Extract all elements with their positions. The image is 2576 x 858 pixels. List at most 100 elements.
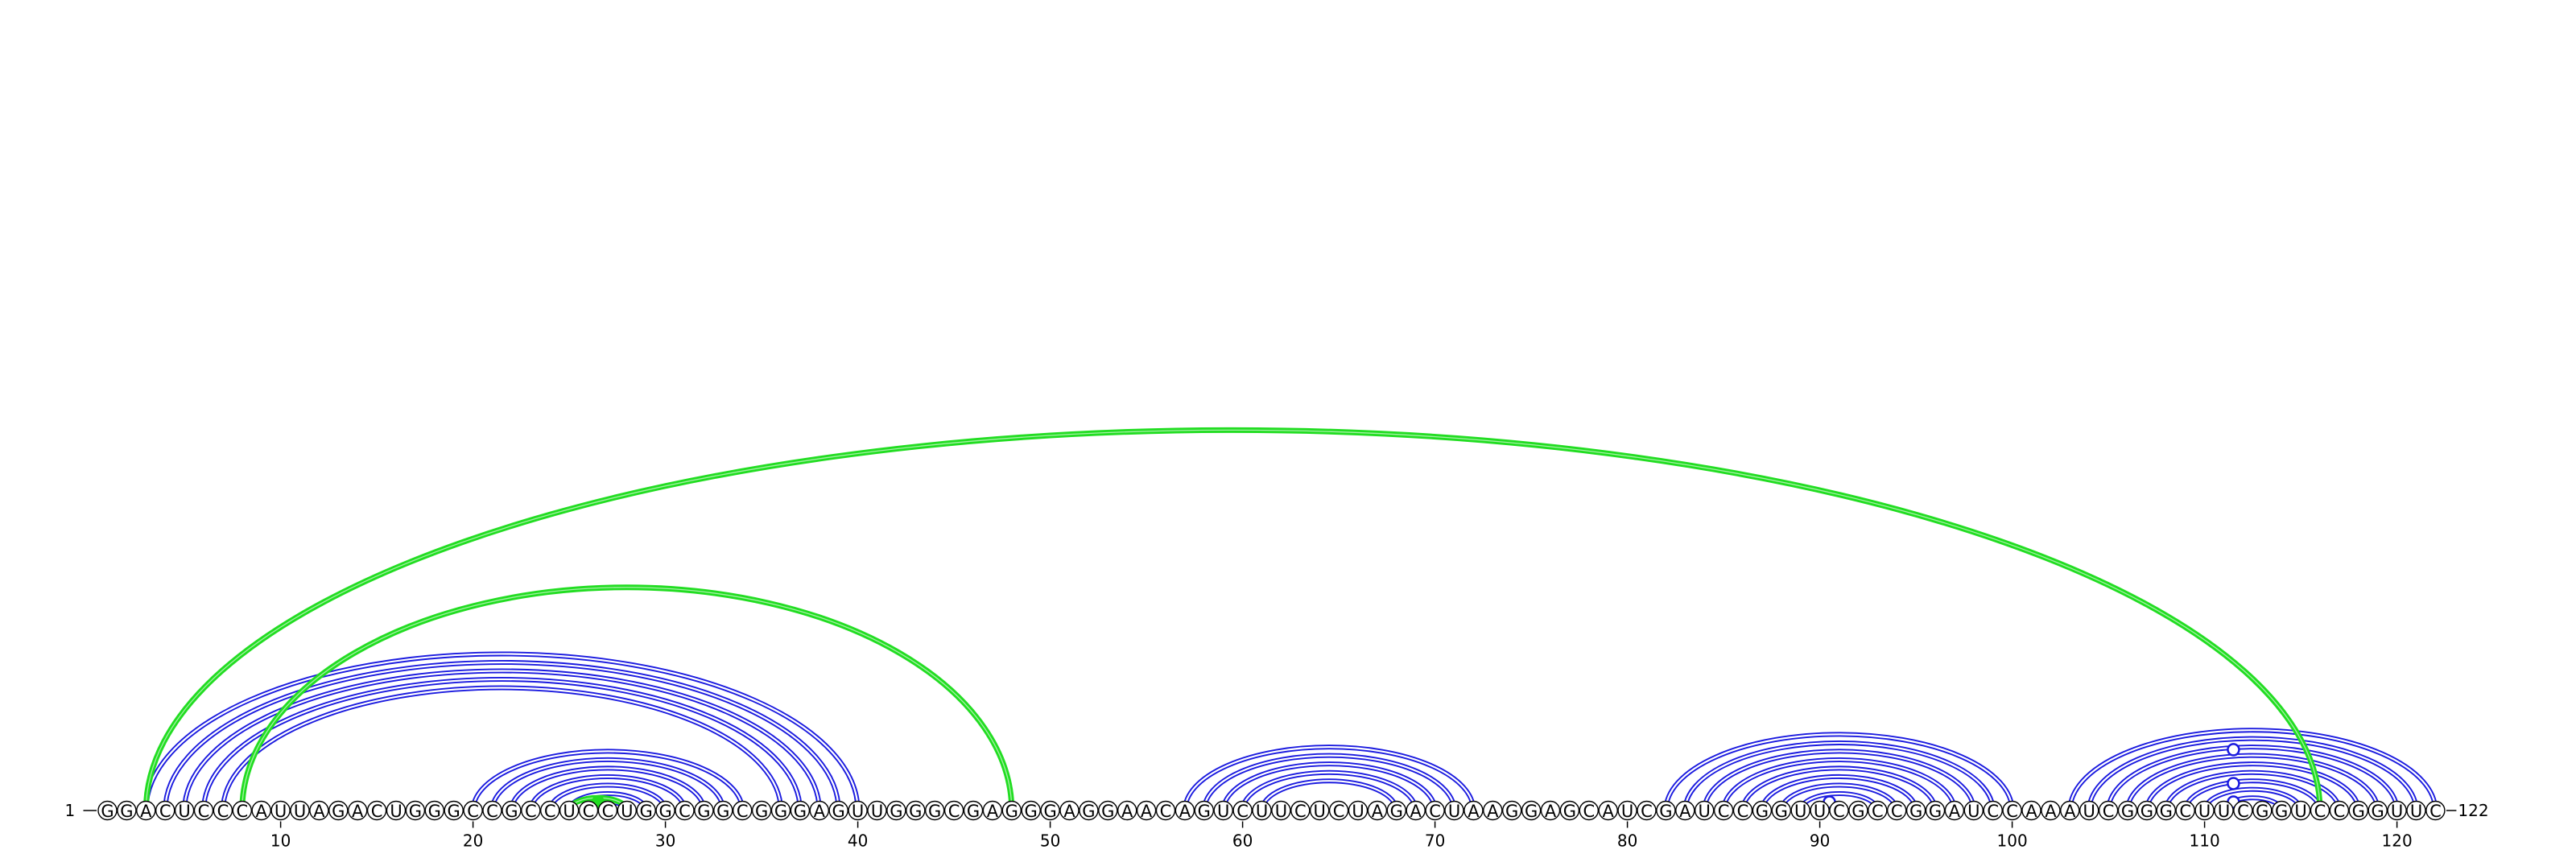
nucleotide-letter: U <box>2083 802 2095 821</box>
nucleotide-letter: G <box>1659 802 1672 821</box>
nucleotide-letter: G <box>1025 802 1038 821</box>
nucleotide-letter: U <box>621 802 633 821</box>
nucleotide-letter: G <box>755 802 768 821</box>
axis-tick-label: 60 <box>1232 831 1253 851</box>
nucleotide-letter: G <box>1043 802 1056 821</box>
nucleotide-90: U <box>1810 800 1830 821</box>
nucleotide-letter: C <box>1294 802 1307 821</box>
nucleotide-letter: A <box>1179 802 1191 821</box>
helix-5-arc <box>2087 736 2419 811</box>
nucleotide-35: G <box>751 800 772 821</box>
nucleotide-62: U <box>1271 800 1291 821</box>
nucleotide-letter: U <box>1814 802 1826 821</box>
helix-5-arc <box>2182 778 2322 811</box>
nucleotide-letter: G <box>909 802 922 821</box>
helix-5-arc <box>2163 769 2342 811</box>
nucleotide-letter: A <box>1487 802 1499 821</box>
nucleotide-letter: C <box>602 802 614 821</box>
helix-2-arc <box>528 773 687 811</box>
nucleotide-112: C <box>2233 800 2253 821</box>
nucleotide-117: C <box>2329 800 2350 821</box>
axis-tick-label: 100 <box>1997 831 2028 851</box>
nucleotide-letter: G <box>1929 802 1942 821</box>
nucleotide-letter: U <box>1256 802 1268 821</box>
nucleotide-letter: U <box>390 802 402 821</box>
nucleotide-letter: G <box>1852 802 1864 821</box>
nucleotide-9: A <box>251 800 271 821</box>
nucleotide-letter: G <box>332 802 345 821</box>
nucleotide-letter: G <box>1525 802 1538 821</box>
helix-1-arc <box>143 651 861 811</box>
nucleotide-letter: C <box>2179 802 2191 821</box>
nucleotide-letter: U <box>1217 802 1229 821</box>
nucleotide-letter: U <box>2410 802 2422 821</box>
helix-5-arc <box>2067 728 2438 811</box>
nucleotide-47: A <box>982 800 1003 821</box>
nucleotide-letter: A <box>1949 802 1961 821</box>
nucleotide-letter: G <box>1756 802 1769 821</box>
nucleotide-64: U <box>1309 800 1330 821</box>
nucleotide-letter: G <box>2160 802 2173 821</box>
nucleotide-letter: G <box>1198 802 1211 821</box>
axis-tick-label: 50 <box>1040 831 1060 851</box>
helix-3-arc <box>1220 761 1438 811</box>
nucleotide-73: A <box>1483 800 1503 821</box>
nucleotide-4: C <box>155 800 175 821</box>
nucleotide-letter: A <box>1603 802 1615 821</box>
nucleotide-letter: A <box>256 802 268 821</box>
nucleotide-letter: C <box>159 802 171 821</box>
helix-4-arc <box>1759 773 1919 811</box>
helix-4-arc <box>1682 740 1996 811</box>
nucleotide-89: U <box>1790 800 1810 821</box>
nucleotide-100: C <box>2002 800 2022 821</box>
nucleotide-24: C <box>540 800 560 821</box>
nucleotide-letter: A <box>1121 802 1133 821</box>
nucleotide-letter: C <box>217 802 229 821</box>
nucleotide-letter: A <box>1372 802 1384 821</box>
nucleotide-letter: C <box>1833 802 1845 821</box>
nucleotide-95: G <box>1905 800 1926 821</box>
nucleotide-75: G <box>1521 800 1542 821</box>
nucleotide-110: U <box>2194 800 2215 821</box>
helix-5-arc <box>2202 786 2304 811</box>
nucleotide-letter: C <box>1333 802 1345 821</box>
arc-marker-5 <box>2227 743 2240 757</box>
nucleotide-84: U <box>1694 800 1715 821</box>
nucleotide-83: A <box>1675 800 1695 821</box>
helix-4-arc <box>1721 757 1957 811</box>
nucleotide-36: G <box>770 800 791 821</box>
nucleotide-69: A <box>1406 800 1426 821</box>
nucleotide-122: C <box>2425 800 2446 821</box>
nucleotide-letter: C <box>2429 802 2442 821</box>
nucleotide-114: G <box>2271 800 2292 821</box>
helix-3-arc <box>1201 753 1457 811</box>
arc-layer <box>142 427 2438 811</box>
nucleotide-letter: A <box>1063 802 1075 821</box>
nucleotide-22: G <box>502 800 522 821</box>
nucleotide-102: A <box>2041 800 2061 821</box>
nucleotide-letter: U <box>294 802 306 821</box>
nucleotide-56: C <box>1155 800 1176 821</box>
helix-2-arc <box>489 757 726 811</box>
nucleotide-8: C <box>232 800 252 821</box>
nucleotide-letter: G <box>505 802 518 821</box>
nucleotide-25: U <box>559 800 580 821</box>
nucleotide-18: G <box>424 800 444 821</box>
nucleotide-letter: G <box>794 802 807 821</box>
nucleotide-44: G <box>924 800 945 821</box>
nucleotide-67: A <box>1367 800 1388 821</box>
nucleotide-40: U <box>848 800 868 821</box>
nucleotide-letter: G <box>967 802 980 821</box>
nucleotide-letter: C <box>1429 802 1441 821</box>
nucleotide-61: U <box>1252 800 1272 821</box>
nucleotide-20: C <box>463 800 483 821</box>
axis-tick-label: 10 <box>270 831 291 851</box>
nucleotide-letter: G <box>1390 802 1403 821</box>
nucleotide-21: C <box>482 800 502 821</box>
sequence-end-label: 122 <box>2458 801 2488 820</box>
nucleotide-letter: G <box>1005 802 1018 821</box>
nucleotide-letter: C <box>737 802 749 821</box>
nucleotide-116: C <box>2310 800 2330 821</box>
nucleotide-121: U <box>2406 800 2426 821</box>
nucleotide-111: U <box>2214 800 2234 821</box>
